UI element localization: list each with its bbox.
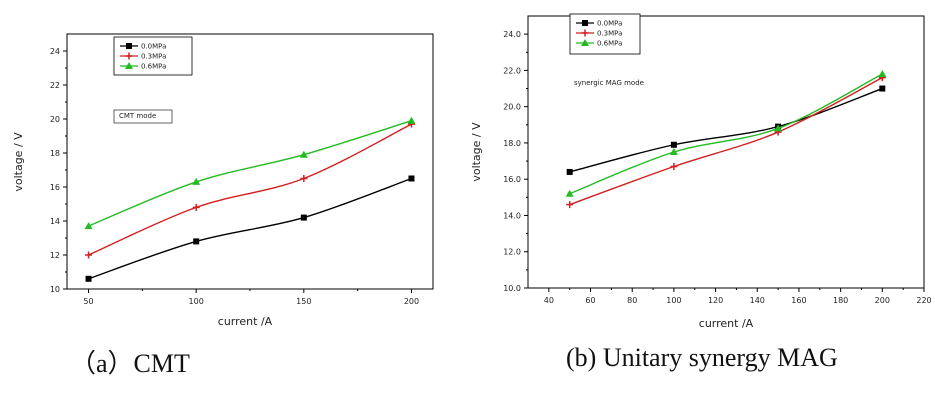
series-line-0.0MPa xyxy=(88,177,412,280)
x-tick-label: 100 xyxy=(666,296,681,305)
y-tick-label: 20.0 xyxy=(503,103,521,112)
x-tick-label: 180 xyxy=(833,296,848,305)
data-point-0.0MPa xyxy=(85,275,92,282)
chart-b: 40 60 80 100 120 140 160 180 200 220 10.0 12.0 14.0 1… xyxy=(470,13,932,330)
data-point-0.6MPa xyxy=(565,189,574,197)
x-tick-label: 60 xyxy=(585,296,595,305)
data-point-0.6MPa xyxy=(407,116,416,124)
data-point-0.6MPa xyxy=(84,222,93,230)
chart-a: 50 100 150 200 10 12 14 16 18 20 22 24 current /A vol… xyxy=(12,33,434,328)
x-tick-label: 200 xyxy=(875,296,890,305)
series-line-0.6MPa xyxy=(569,73,883,195)
series-line-0.3MPa xyxy=(88,123,412,256)
y-tick-label: 16 xyxy=(50,183,60,192)
chart-annotation: synergic MAG mode xyxy=(574,79,644,87)
legend-marker-0.3MPa xyxy=(125,52,133,60)
data-point-0.6MPa xyxy=(192,177,201,185)
y-tick-label: 24.0 xyxy=(503,30,521,39)
x-axis-label: current /A xyxy=(699,317,754,330)
legend-label-0.3MPa: 0.3MPa xyxy=(141,53,166,61)
data-point-0.3MPa xyxy=(192,203,200,211)
annotation-box xyxy=(113,109,173,124)
plot-frame xyxy=(527,15,925,289)
data-point-0.6MPa xyxy=(669,148,678,155)
x-tick-label: 120 xyxy=(708,296,723,305)
y-tick-label: 14 xyxy=(50,217,60,226)
legend-marker-0.0MPa xyxy=(126,43,132,49)
y-tick-label: 22.0 xyxy=(503,66,521,75)
series-line-0.6MPa xyxy=(88,120,412,227)
legend-marker-0.3MPa xyxy=(581,29,589,37)
data-point-0.0MPa xyxy=(193,238,200,245)
x-tick-label: 200 xyxy=(404,297,419,306)
data-point-0.3MPa xyxy=(85,251,93,259)
y-tick-label: 12.0 xyxy=(503,248,521,257)
series-line-0.3MPa xyxy=(569,77,883,206)
data-point-0.6MPa xyxy=(774,124,783,132)
y-tick-label: 24 xyxy=(50,47,60,56)
legend-label-0.6MPa: 0.6MPa xyxy=(597,40,622,48)
data-point-0.3MPa xyxy=(566,201,574,209)
legend-label-0.6MPa: 0.6MPa xyxy=(141,63,166,71)
data-point-0.3MPa xyxy=(300,175,308,182)
caption-a: （a）CMT xyxy=(70,349,190,378)
y-axis-label: voltage / V xyxy=(470,122,483,182)
x-tick-label: 80 xyxy=(627,296,637,305)
charts-canvas: 50 100 150 200 10 12 14 16 18 20 22 24 current /A vol… xyxy=(12,13,932,330)
data-point-0.0MPa xyxy=(300,214,307,221)
legend-label-0.0MPa: 0.0MPa xyxy=(141,43,166,51)
legend-marker-0.6MPa xyxy=(125,62,133,69)
legend-label-0.0MPa: 0.0MPa xyxy=(597,20,622,28)
x-tick-label: 140 xyxy=(750,296,765,305)
data-point-0.3MPa xyxy=(670,163,678,171)
y-tick-label: 22 xyxy=(50,81,60,90)
legend-marker-0.0MPa xyxy=(582,20,588,26)
x-axis-label: current /A xyxy=(218,315,273,328)
x-tick-label: 150 xyxy=(296,297,311,306)
x-tick-label: 220 xyxy=(916,296,931,305)
caption-b: (b) Unitary synergy MAG xyxy=(566,343,838,372)
data-point-0.0MPa xyxy=(670,141,677,148)
x-tick-label: 160 xyxy=(791,296,806,305)
x-tick-label: 100 xyxy=(189,297,204,306)
y-tick-label: 12 xyxy=(50,251,60,260)
series-line-0.0MPa xyxy=(569,87,883,173)
legend-label-0.3MPa: 0.3MPa xyxy=(597,30,622,38)
legend-box xyxy=(569,13,641,55)
y-axis-label: voltage / V xyxy=(12,132,25,192)
y-tick-label: 10 xyxy=(50,285,60,294)
y-tick-label: 10.0 xyxy=(503,284,521,293)
x-tick-label: 40 xyxy=(544,296,554,305)
data-point-0.6MPa xyxy=(878,70,887,78)
data-point-0.0MPa xyxy=(566,168,573,175)
legend-marker-0.6MPa xyxy=(581,39,589,46)
y-tick-label: 16.0 xyxy=(503,175,521,184)
data-point-0.0MPa xyxy=(879,85,886,92)
y-tick-label: 18 xyxy=(50,149,60,158)
y-tick-label: 18.0 xyxy=(503,139,521,148)
x-tick-label: 50 xyxy=(83,297,93,306)
y-tick-label: 14.0 xyxy=(503,211,521,220)
y-tick-label: 20 xyxy=(50,115,60,124)
data-point-0.0MPa xyxy=(408,175,415,182)
chart-annotation: CMT mode xyxy=(119,112,156,120)
data-point-0.6MPa xyxy=(299,150,308,158)
